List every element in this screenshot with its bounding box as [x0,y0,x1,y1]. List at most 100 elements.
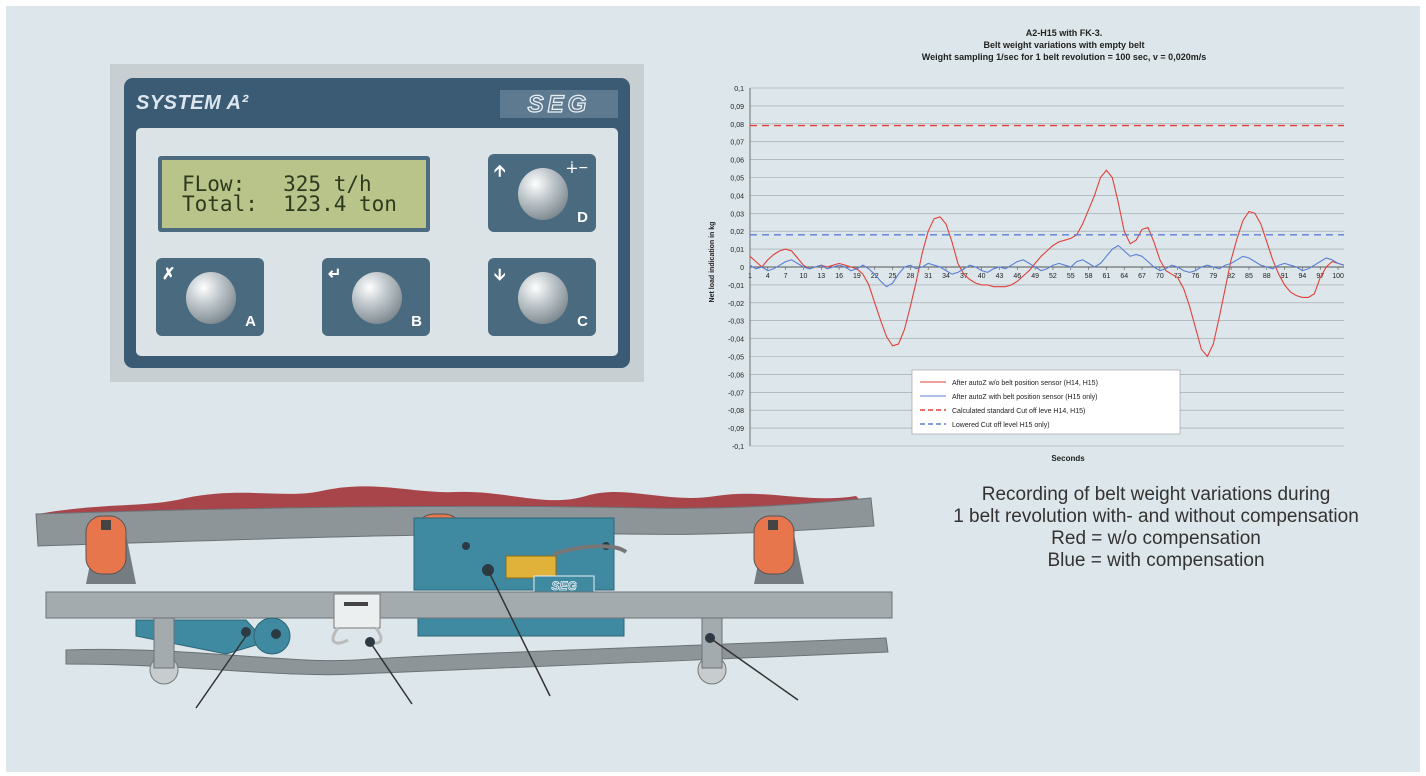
control-panel: SYSTEM A² SEG FLow: 325 t/h Total: 123.4… [124,78,630,368]
y-axis-ticks: 0,1 0,09 0,08 0,07 0,06 0,05 0,04 0,03 0,02 0,01 0… [728,86,744,451]
canvas-background: SYSTEM A² SEG FLow: 325 t/h Total: 123.4… [6,6,1420,772]
chart-title-line: Belt weight variations with empty belt [983,40,1144,50]
lcd-display: FLow: 325 t/h Total: 123.4 ton [158,156,430,232]
y-tick-label: 0,1 [734,86,744,93]
x-tick-label: 61 [1103,273,1111,280]
chart-grid [749,87,1344,447]
pointer-line [709,637,799,701]
x-tick-label: 88 [1263,273,1271,280]
support-leg [701,617,723,669]
knob [518,168,568,220]
y-tick-label: -0,04 [728,337,744,344]
x-tick-label: 91 [1281,273,1289,280]
y-tick-label: -0,1 [732,444,744,451]
knob [352,272,402,324]
return-belt [65,637,889,676]
junction-box [331,593,383,647]
y-axis-label: Net load indication in kg [709,222,716,303]
x-tick-label: 34 [942,273,950,280]
x-tick-label: 16 [835,273,843,280]
y-tick-label: 0,06 [730,158,744,165]
caption-line: Recording of belt weight variations duri… [981,484,1331,505]
pointer-line [369,641,413,705]
x-tick-label: 28 [906,273,914,280]
y-tick-label: -0,09 [728,426,744,433]
y-tick-label: -0,05 [728,355,744,362]
key-letter-b: B [411,313,422,330]
key-icon: ∔− [565,160,588,177]
y-tick-label: 0,05 [730,176,744,183]
x-tick-label: 58 [1085,273,1093,280]
x-tick-label: 94 [1299,273,1307,280]
x-tick-label: 85 [1245,273,1253,280]
series-2-line [749,244,1345,288]
brand-logo: SEG [500,90,618,118]
y-tick-label: 0,01 [730,247,744,254]
caption-line: Red = w/o compensation [1051,528,1261,549]
x-tick-label: 7 [784,273,788,280]
belt-weight-chart: A2-H15 with FK-3. Belt weight variations… [709,28,1345,463]
caption-line: Blue = with compensation [1047,550,1265,571]
pointer-line [487,569,551,697]
x-axis-label: Seconds [1051,454,1085,463]
enter-icon: ↵ [328,266,342,283]
roller-left [85,515,136,584]
legend-label: After autoZ with belt position sensor (H… [952,394,1098,401]
roller-right [753,515,804,584]
chart-legend: After autoZ w/o belt position sensor (H1… [911,369,1181,435]
x-tick-label: 76 [1192,273,1200,280]
chart-title: A2-H15 with FK-3. Belt weight variations… [922,28,1206,62]
system-title: SYSTEM A² [136,92,249,114]
lcd-screen: FLow: 325 t/h Total: 123.4 ton [162,160,426,228]
x-tick-label: 100 [1332,273,1344,280]
conveyor-belt-scale-illustration: SEG [35,486,893,709]
x-tick-label: 19 [853,273,861,280]
x-tick-label: 64 [1120,273,1128,280]
y-tick-label: -0,07 [728,390,744,397]
legend-label: After autoZ w/o belt position sensor (H1… [952,380,1098,387]
x-tick-label: 4 [766,273,770,280]
knob [518,272,568,324]
x-tick-label: 55 [1067,273,1075,280]
key-d-button[interactable]: 🡩 ∔− D [488,154,596,232]
y-tick-label: -0,08 [728,408,744,415]
svg-text:SEG: SEG [551,579,576,593]
y-tick-label: 0,04 [730,193,744,200]
support-leg [153,617,175,669]
x-tick-label: 22 [871,273,879,280]
arrow-down-icon: 🡫 [494,267,506,284]
y-tick-label: -0,02 [728,301,744,308]
key-a-button[interactable]: ✗ A [156,258,264,336]
x-tick-label: 43 [996,273,1004,280]
y-tick-label: 0,09 [730,104,744,111]
y-tick-label: -0,01 [728,283,744,290]
arrow-up-icon: 🡩 [494,163,506,180]
y-tick-label: -0,06 [728,372,744,379]
tare-icon: ✗ [162,266,176,283]
key-letter-a: A [245,313,256,330]
y-tick-label: -0,03 [728,319,744,326]
legend-label: Lowered Cut off level H15 only) [952,422,1050,429]
legend-box [911,369,1181,435]
series-1-line [749,169,1345,358]
x-tick-label: 70 [1156,273,1164,280]
y-tick-label: 0,07 [730,140,744,147]
legend-label: Calculated standard Cut off leve H14, H1… [952,408,1085,415]
x-tick-label: 49 [1031,273,1039,280]
panel-face: FLow: 325 t/h Total: 123.4 ton 🡩 ∔− D ✗ … [136,128,618,356]
y-tick-label: 0,03 [730,211,744,218]
x-tick-label: 79 [1209,273,1217,280]
chart-title-line: Weight sampling 1/sec for 1 belt revolut… [922,52,1206,62]
key-c-button[interactable]: 🡫 C [488,258,596,336]
x-tick-label: 73 [1174,273,1182,280]
chart-title-line: A2-H15 with FK-3. [1026,28,1103,38]
pointer-line [195,635,247,709]
display-line-total: Total: 123.4 ton [182,192,397,216]
x-tick-label: 52 [1049,273,1057,280]
key-b-button[interactable]: ↵ B [322,258,430,336]
key-letter-c: C [577,313,588,330]
caption: Recording of belt weight variations duri… [906,484,1406,572]
key-letter-d: D [577,209,588,226]
y-tick-label: 0 [740,265,744,272]
x-tick-label: 67 [1138,273,1146,280]
